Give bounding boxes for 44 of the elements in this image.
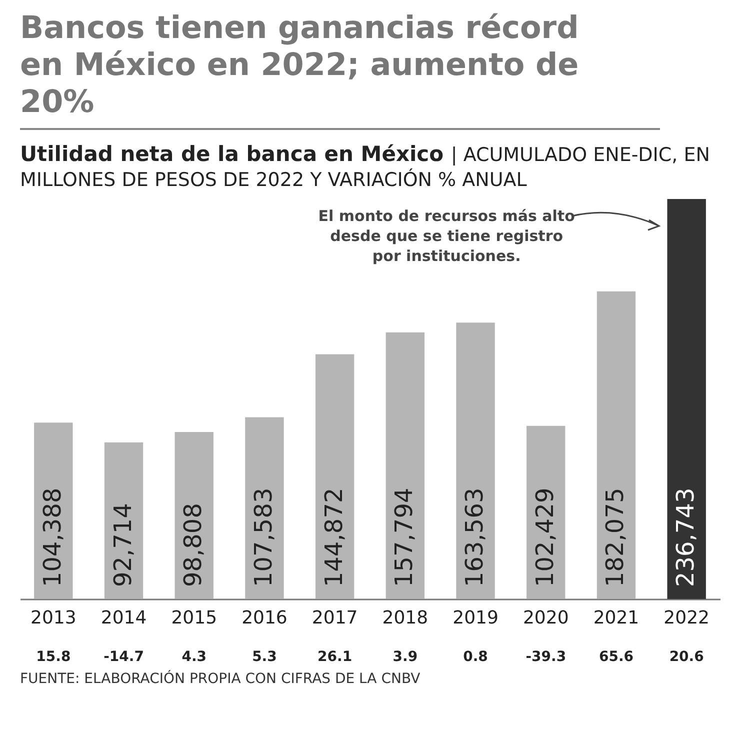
data-label: 104,388	[38, 488, 66, 587]
bar	[667, 198, 706, 599]
data-label: 182,075	[601, 488, 630, 587]
bar	[245, 417, 284, 599]
text: 4.3	[182, 648, 207, 665]
x-tick-label: 2022	[664, 607, 710, 628]
text: -14.7	[104, 648, 144, 665]
annotation: El monto de recursos más alto desde que se tiene registro por instituciones.	[318, 206, 575, 265]
x-tick-label: 2020	[522, 607, 569, 628]
x-tick-label: 2021	[593, 607, 640, 628]
text: -39.3	[526, 648, 566, 665]
chart-subtitle: Utilidad neta de la banca en México | ACUMULADO ENE-DIC, EN MILLONES DE PESOS DE 2022 Y VARIACIÓN % ANUAL	[20, 140, 710, 194]
data-label: 163,563	[460, 488, 489, 587]
x-tick-label: 2017	[312, 607, 358, 628]
bar	[596, 291, 636, 599]
data-label: 157,794	[390, 488, 418, 587]
x-tick-label: 2019	[452, 607, 498, 628]
data-label: 98,808	[179, 502, 208, 587]
bar	[104, 442, 144, 599]
data-label: 102,429	[530, 488, 559, 587]
bar	[456, 322, 495, 599]
bar	[174, 432, 214, 599]
x-tick-label: 2016	[242, 607, 288, 628]
text: 5.3	[252, 648, 277, 665]
x-tick-label: 2015	[171, 607, 218, 628]
x-tick-label: 2014	[100, 607, 147, 628]
x-tick-label: 2013	[30, 607, 76, 628]
bar	[34, 422, 73, 599]
data-label: 92,714	[108, 502, 137, 587]
text: 0.8	[463, 648, 488, 665]
text: 15.8	[36, 648, 71, 665]
data-label: 107,583	[249, 488, 278, 587]
text: 20.6	[669, 648, 704, 665]
bar	[386, 332, 425, 599]
text: 3.9	[392, 648, 418, 665]
text: 65.6	[598, 648, 634, 665]
bar	[526, 426, 566, 599]
chart-title: Bancos tienen ganancias récord en México en 2022; aumento de 20%	[20, 10, 580, 122]
bar	[315, 354, 354, 599]
text: 26.1	[318, 648, 352, 665]
data-label: 236,743	[672, 488, 700, 587]
x-tick-label: 2018	[382, 607, 428, 628]
data-label: 144,872	[320, 488, 348, 587]
source-note: FUENTE: ELABORACIÓN PROPIA CON CIFRAS DE LA CNBV	[20, 670, 422, 687]
